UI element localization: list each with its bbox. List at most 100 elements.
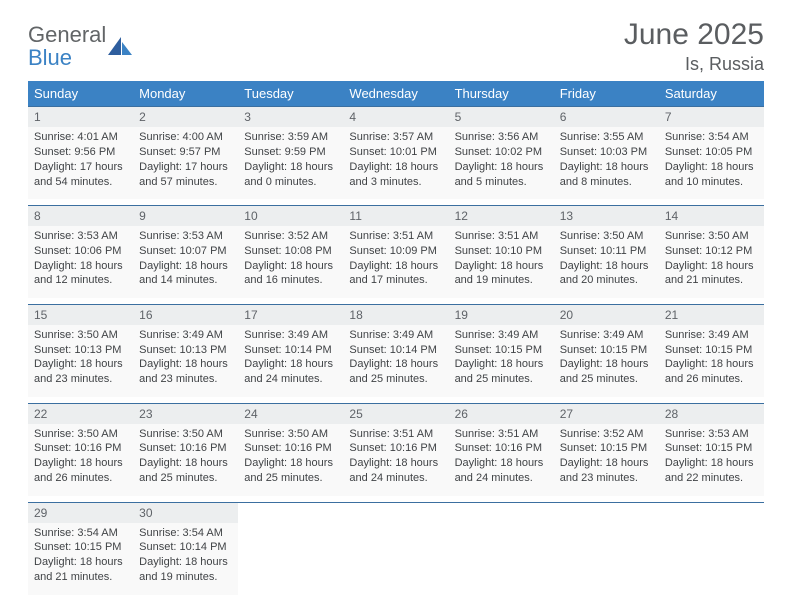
sunrise: Sunrise: 3:53 AM xyxy=(139,229,232,244)
day-number-cell: 21 xyxy=(659,304,764,325)
daylight-hours: Daylight: 18 hours xyxy=(244,259,337,274)
daylight-minutes: and 54 minutes. xyxy=(34,175,127,190)
logo: General Blue xyxy=(28,18,134,70)
day-number-cell: 26 xyxy=(449,403,554,424)
day-number: 13 xyxy=(560,209,573,223)
sunset: Sunset: 10:14 PM xyxy=(139,540,232,555)
daynum-row: 891011121314 xyxy=(28,205,764,226)
daylight-hours: Daylight: 18 hours xyxy=(244,456,337,471)
daylight-hours: Daylight: 18 hours xyxy=(34,456,127,471)
day-number-cell: 20 xyxy=(554,304,659,325)
col-thursday: Thursday xyxy=(449,81,554,107)
daylight-hours: Daylight: 18 hours xyxy=(349,259,442,274)
day-content-cell xyxy=(238,523,343,595)
sunset: Sunset: 10:08 PM xyxy=(244,244,337,259)
sunrise: Sunrise: 3:54 AM xyxy=(34,526,127,541)
daycontent-row: Sunrise: 3:54 AMSunset: 10:15 PMDaylight… xyxy=(28,523,764,595)
day-number: 14 xyxy=(665,209,678,223)
daylight-hours: Daylight: 18 hours xyxy=(665,160,758,175)
day-number: 16 xyxy=(139,308,152,322)
col-wednesday: Wednesday xyxy=(343,81,448,107)
col-sunday: Sunday xyxy=(28,81,133,107)
day-number: 30 xyxy=(139,506,152,520)
day-content-cell: Sunrise: 3:52 AMSunset: 10:15 PMDaylight… xyxy=(554,424,659,496)
sunrise: Sunrise: 3:49 AM xyxy=(455,328,548,343)
daylight-hours: Daylight: 18 hours xyxy=(455,456,548,471)
daynum-row: 1234567 xyxy=(28,107,764,128)
day-number-cell: 14 xyxy=(659,205,764,226)
day-number: 22 xyxy=(34,407,47,421)
day-number: 17 xyxy=(244,308,257,322)
day-content-cell xyxy=(554,523,659,595)
daylight-minutes: and 0 minutes. xyxy=(244,175,337,190)
daylight-hours: Daylight: 18 hours xyxy=(455,259,548,274)
sunrise: Sunrise: 3:54 AM xyxy=(139,526,232,541)
sunset: Sunset: 10:13 PM xyxy=(34,343,127,358)
day-content-cell: Sunrise: 3:53 AMSunset: 10:15 PMDaylight… xyxy=(659,424,764,496)
daylight-minutes: and 25 minutes. xyxy=(139,471,232,486)
day-content-cell: Sunrise: 3:54 AMSunset: 10:14 PMDaylight… xyxy=(133,523,238,595)
sunset: Sunset: 10:15 PM xyxy=(34,540,127,555)
day-content-cell: Sunrise: 3:49 AMSunset: 10:14 PMDaylight… xyxy=(238,325,343,397)
sunset: Sunset: 10:15 PM xyxy=(560,343,653,358)
sunset: Sunset: 10:16 PM xyxy=(455,441,548,456)
day-number: 25 xyxy=(349,407,362,421)
day-number: 26 xyxy=(455,407,468,421)
sunset: Sunset: 10:10 PM xyxy=(455,244,548,259)
daylight-hours: Daylight: 18 hours xyxy=(139,259,232,274)
day-number-cell: 22 xyxy=(28,403,133,424)
day-number-cell: 23 xyxy=(133,403,238,424)
daylight-hours: Daylight: 18 hours xyxy=(139,456,232,471)
sunrise: Sunrise: 3:56 AM xyxy=(455,130,548,145)
daylight-minutes: and 25 minutes. xyxy=(455,372,548,387)
day-number: 5 xyxy=(455,110,462,124)
day-number-cell: 8 xyxy=(28,205,133,226)
daylight-minutes: and 22 minutes. xyxy=(665,471,758,486)
daylight-minutes: and 21 minutes. xyxy=(665,273,758,288)
sunrise: Sunrise: 3:55 AM xyxy=(560,130,653,145)
daycontent-row: Sunrise: 3:50 AMSunset: 10:16 PMDaylight… xyxy=(28,424,764,496)
daylight-minutes: and 24 minutes. xyxy=(455,471,548,486)
day-number: 6 xyxy=(560,110,567,124)
day-content-cell: Sunrise: 3:56 AMSunset: 10:02 PMDaylight… xyxy=(449,127,554,199)
day-content-cell: Sunrise: 3:49 AMSunset: 10:13 PMDaylight… xyxy=(133,325,238,397)
sunset: Sunset: 10:02 PM xyxy=(455,145,548,160)
day-content-cell: Sunrise: 3:53 AMSunset: 10:07 PMDaylight… xyxy=(133,226,238,298)
location: Is, Russia xyxy=(624,54,764,75)
daylight-minutes: and 5 minutes. xyxy=(455,175,548,190)
logo-sail-icon xyxy=(108,37,134,57)
day-number-cell xyxy=(449,502,554,523)
day-number: 15 xyxy=(34,308,47,322)
sunset: Sunset: 10:15 PM xyxy=(665,343,758,358)
day-content-cell: Sunrise: 3:59 AMSunset: 9:59 PMDaylight:… xyxy=(238,127,343,199)
day-content-cell: Sunrise: 3:50 AMSunset: 10:16 PMDaylight… xyxy=(133,424,238,496)
daylight-minutes: and 23 minutes. xyxy=(34,372,127,387)
sunset: Sunset: 10:11 PM xyxy=(560,244,653,259)
day-content-cell: Sunrise: 3:50 AMSunset: 10:16 PMDaylight… xyxy=(238,424,343,496)
day-number-cell: 2 xyxy=(133,107,238,128)
daylight-minutes: and 25 minutes. xyxy=(349,372,442,387)
day-number-cell: 13 xyxy=(554,205,659,226)
sunset: Sunset: 10:03 PM xyxy=(560,145,653,160)
daylight-hours: Daylight: 18 hours xyxy=(34,555,127,570)
daylight-hours: Daylight: 18 hours xyxy=(349,160,442,175)
sunrise: Sunrise: 3:50 AM xyxy=(665,229,758,244)
day-number-cell: 29 xyxy=(28,502,133,523)
daylight-minutes: and 23 minutes. xyxy=(139,372,232,387)
day-number-cell xyxy=(343,502,448,523)
day-number-cell: 30 xyxy=(133,502,238,523)
col-tuesday: Tuesday xyxy=(238,81,343,107)
daylight-minutes: and 17 minutes. xyxy=(349,273,442,288)
daynum-row: 22232425262728 xyxy=(28,403,764,424)
logo-text-blue: Blue xyxy=(28,45,72,70)
day-number: 2 xyxy=(139,110,146,124)
day-number: 29 xyxy=(34,506,47,520)
sunset: Sunset: 10:01 PM xyxy=(349,145,442,160)
daynum-row: 29 30 xyxy=(28,502,764,523)
day-number: 1 xyxy=(34,110,41,124)
day-content-cell: Sunrise: 3:52 AMSunset: 10:08 PMDaylight… xyxy=(238,226,343,298)
day-number: 20 xyxy=(560,308,573,322)
calendar-table: Sunday Monday Tuesday Wednesday Thursday… xyxy=(28,81,764,595)
daylight-hours: Daylight: 18 hours xyxy=(349,456,442,471)
day-number: 28 xyxy=(665,407,678,421)
